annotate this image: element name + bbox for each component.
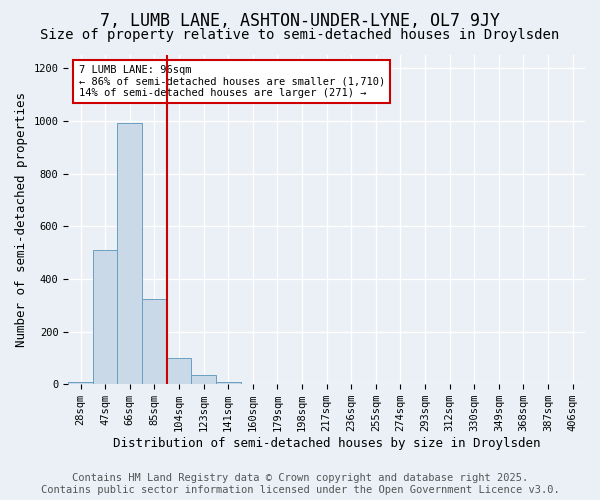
Y-axis label: Number of semi-detached properties: Number of semi-detached properties [15,92,28,347]
Bar [167,358,191,384]
Bar [216,382,241,384]
X-axis label: Distribution of semi-detached houses by size in Droylsden: Distribution of semi-detached houses by … [113,437,541,450]
Text: 7, LUMB LANE, ASHTON-UNDER-LYNE, OL7 9JY: 7, LUMB LANE, ASHTON-UNDER-LYNE, OL7 9JY [100,12,500,30]
Text: 7 LUMB LANE: 96sqm
← 86% of semi-detached houses are smaller (1,710)
14% of semi: 7 LUMB LANE: 96sqm ← 86% of semi-detache… [79,65,385,98]
Text: Size of property relative to semi-detached houses in Droylsden: Size of property relative to semi-detach… [40,28,560,42]
Bar [118,124,142,384]
Bar [93,250,118,384]
Bar [68,382,93,384]
Bar [142,298,167,384]
Text: Contains HM Land Registry data © Crown copyright and database right 2025.
Contai: Contains HM Land Registry data © Crown c… [41,474,559,495]
Bar [191,375,216,384]
